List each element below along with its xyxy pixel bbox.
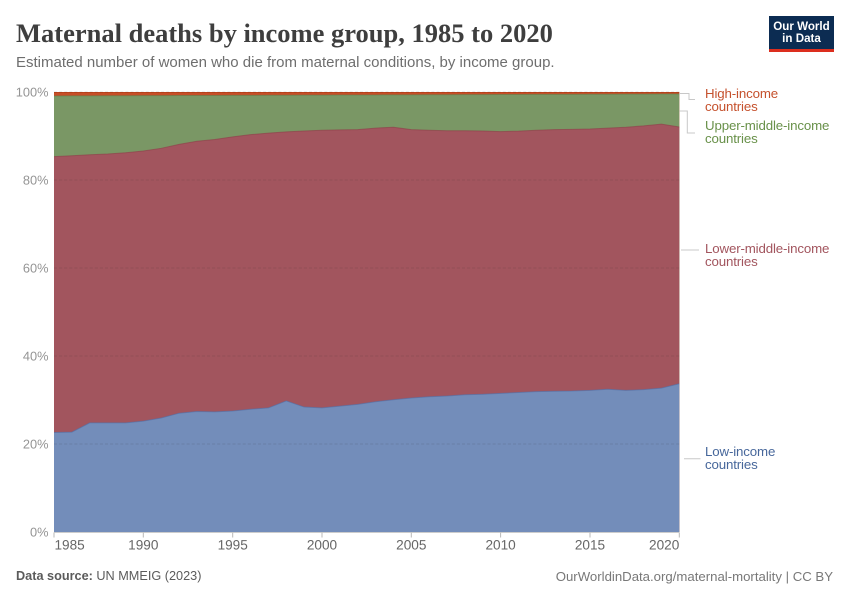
svg-text:2000: 2000 [307,538,338,553]
svg-text:2005: 2005 [396,538,426,553]
svg-text:2010: 2010 [485,538,516,553]
svg-text:60%: 60% [23,260,49,275]
svg-text:80%: 80% [23,172,49,187]
svg-text:1985: 1985 [55,538,85,553]
svg-text:1990: 1990 [128,538,159,553]
svg-text:0%: 0% [30,524,49,539]
svg-text:2015: 2015 [575,538,605,553]
svg-text:40%: 40% [23,348,49,363]
svg-text:1995: 1995 [218,538,248,553]
svg-text:100%: 100% [16,84,49,99]
svg-text:20%: 20% [23,436,49,451]
svg-text:2020: 2020 [649,538,680,553]
